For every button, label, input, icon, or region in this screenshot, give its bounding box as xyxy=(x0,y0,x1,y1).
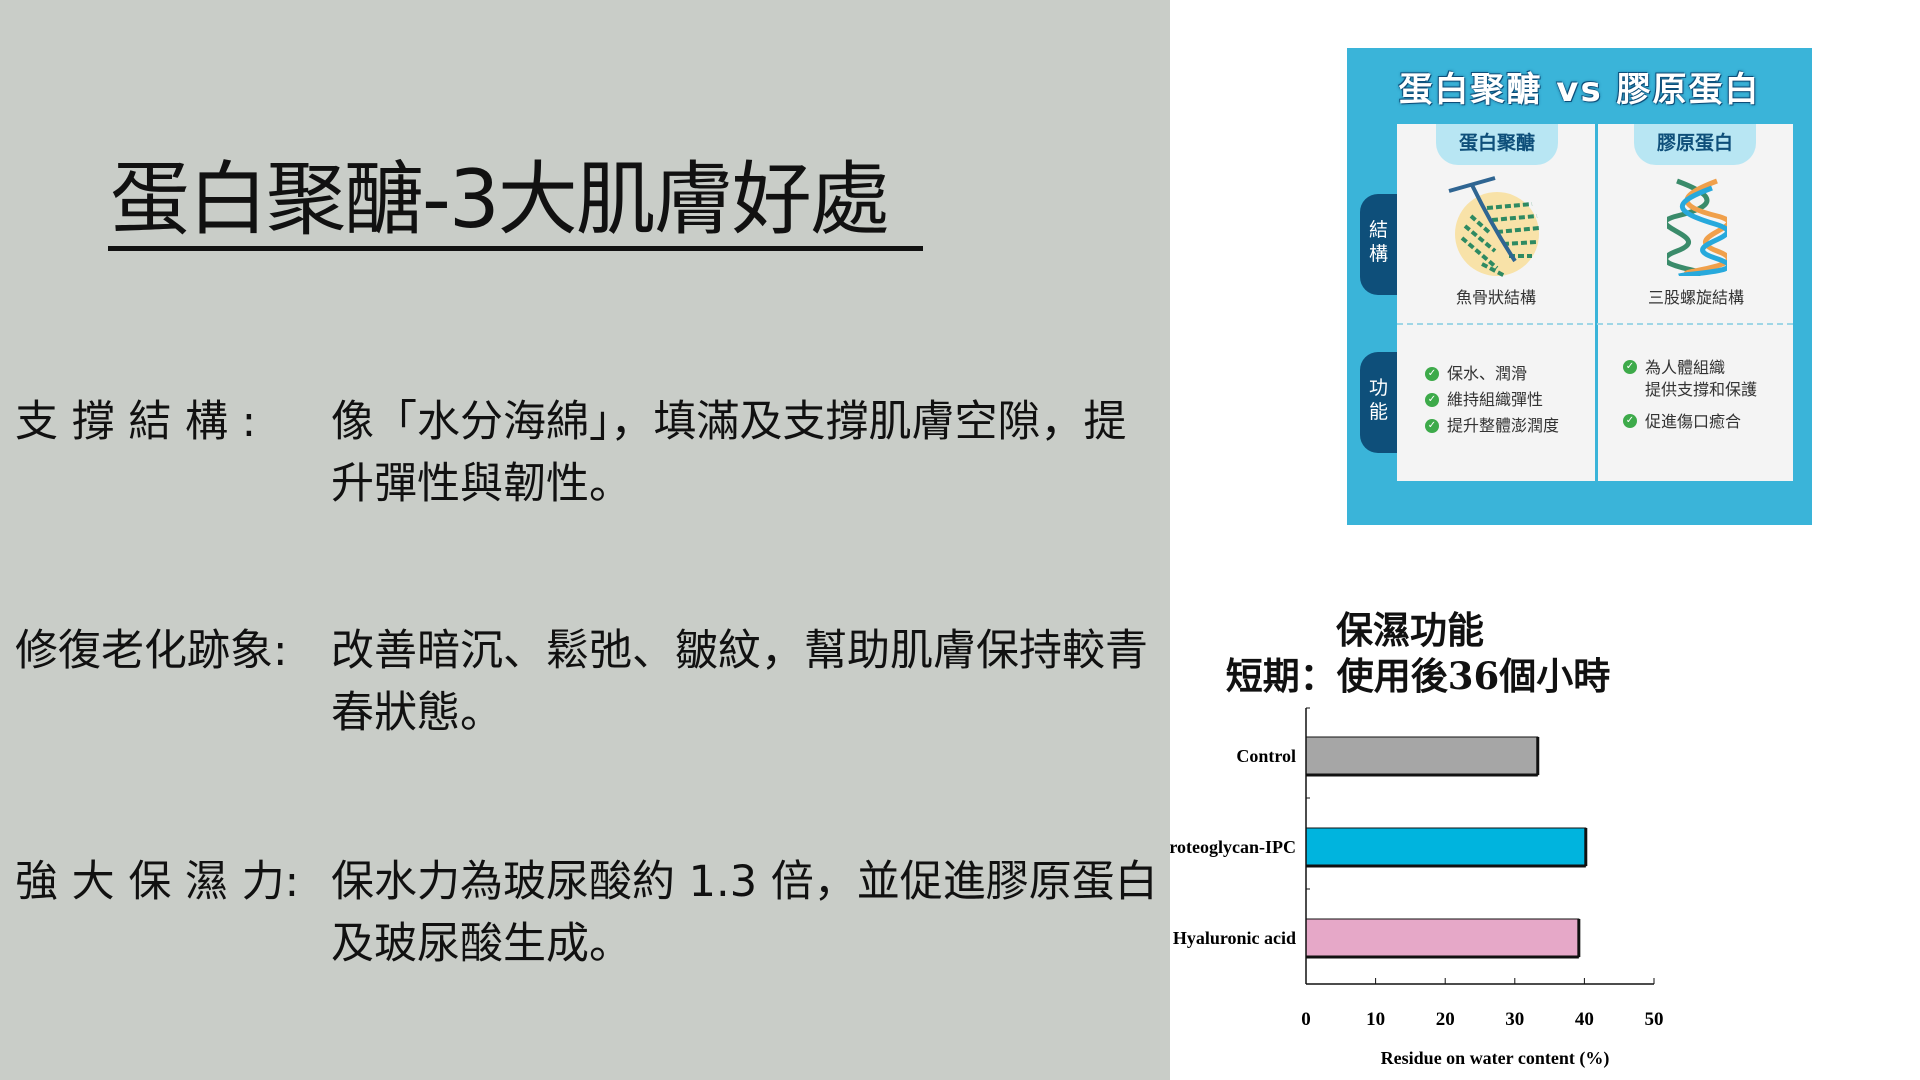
check-icon: ✓ xyxy=(1623,360,1637,374)
moisture-chart: 保濕功能 短期：使用後36個小時 Control Proteoglycan-IPC… xyxy=(1170,580,1920,1080)
structure-caption: 三股螺旋結構 xyxy=(1647,288,1744,307)
x-axis-label: Residue on water content (%) xyxy=(1381,1048,1610,1069)
x-tick-label: 20 xyxy=(1436,1009,1455,1030)
check-icon: ✓ xyxy=(1425,419,1439,433)
function-item: ✓ 為人體組織 提供支撐和保護 xyxy=(1623,357,1757,401)
benefit-label: 強 大 保 濕 力: xyxy=(15,857,300,907)
row-divider xyxy=(1397,323,1793,325)
column-divider xyxy=(1595,124,1598,481)
benefit-text: 像「水分海綿」，填滿及支撐肌膚空隙，提升彈性與韌性。 xyxy=(331,397,1127,509)
triple-helix-icon xyxy=(1667,178,1727,276)
title-underline xyxy=(108,246,923,251)
structure-caption: 魚骨狀結構 xyxy=(1455,288,1536,307)
fishbone-structure-icon xyxy=(1448,176,1540,278)
infographic-title: 蛋白聚醣 vs 膠原蛋白 xyxy=(1398,70,1761,110)
left-panel: 蛋白聚醣-3大肌膚好處 支 撐 結 構 : 像「水分海綿」，填滿及支撐肌膚空隙，… xyxy=(0,0,1170,1080)
benefit-label: 支 撐 結 構 : xyxy=(15,397,257,447)
row-label-structure: 結 構 xyxy=(1360,194,1397,295)
x-tick-label: 10 xyxy=(1366,1009,1385,1030)
function-item: ✓ 維持組織彈性 xyxy=(1425,387,1559,413)
benefit-label: 修復老化跡象: xyxy=(15,626,288,676)
row-label-function: 功 能 xyxy=(1360,352,1397,453)
x-tick-label: 0 xyxy=(1301,1009,1311,1030)
bar-hyaluronic-acid xyxy=(1305,918,1580,958)
chart-subtitle: 短期：使用後36個小時 xyxy=(1225,654,1611,698)
x-tick-label: 50 xyxy=(1645,1009,1664,1030)
benefit-text: 保水力為玻尿酸約 1.3 倍，並促進膠原蛋白及玻尿酸生成。 xyxy=(331,857,1158,969)
category-label: Control xyxy=(1236,746,1296,766)
comparison-infographic: 蛋白聚醣 vs 膠原蛋白 結 構 功 能 蛋白聚醣 膠原蛋白 魚骨狀結構 三股螺… xyxy=(1347,48,1812,525)
check-icon: ✓ xyxy=(1623,414,1637,428)
x-tick-label: 40 xyxy=(1575,1009,1594,1030)
column-header: 蛋白聚醣 xyxy=(1436,124,1558,165)
column-header: 膠原蛋白 xyxy=(1634,124,1756,165)
function-item: ✓ 提升整體澎潤度 xyxy=(1425,413,1559,439)
bar-control xyxy=(1305,736,1539,776)
chart-title: 保濕功能 xyxy=(1336,608,1484,652)
check-icon: ✓ xyxy=(1425,393,1439,407)
function-list: ✓ 為人體組織 提供支撐和保護 ✓ 促進傷口癒合 xyxy=(1623,357,1757,433)
bar-proteoglycan-ipc xyxy=(1305,827,1587,867)
function-item: ✓ 促進傷口癒合 xyxy=(1623,411,1757,433)
check-icon: ✓ xyxy=(1425,367,1439,381)
benefit-text: 改善暗沉、鬆弛、皺紋，幫助肌膚保持較青春狀態。 xyxy=(331,626,1148,738)
bar-chart-plot: Control Proteoglycan-IPC Hyaluronic acid 0 1… xyxy=(1170,707,1664,1069)
category-label: Proteoglycan-IPC xyxy=(1170,837,1296,857)
function-list: ✓ 保水、潤滑 ✓ 維持組織彈性 ✓ 提升整體澎潤度 xyxy=(1425,361,1559,439)
x-tick-label: 30 xyxy=(1505,1009,1524,1030)
category-label: Hyaluronic acid xyxy=(1173,928,1296,948)
comparison-panel: 蛋白聚醣 膠原蛋白 魚骨狀結構 三股螺旋結構 ✓ 保水、潤滑 ✓ 維持組織彈性 ✓ 提… xyxy=(1397,124,1793,481)
slide-title: 蛋白聚醣-3大肌膚好處 xyxy=(110,153,890,246)
function-item: ✓ 保水、潤滑 xyxy=(1425,361,1559,387)
